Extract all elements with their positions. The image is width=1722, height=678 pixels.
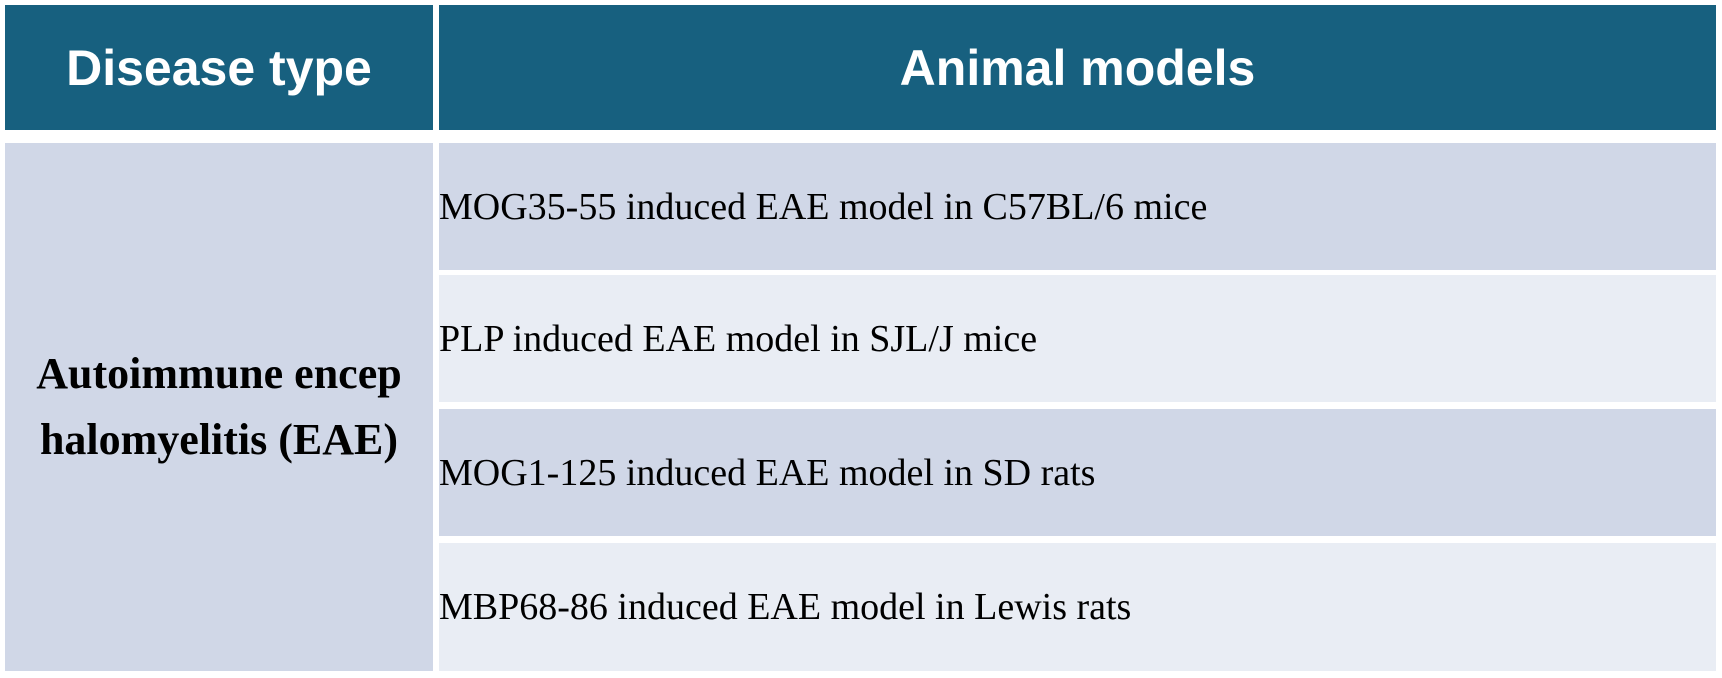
model-text: MBP68-86 induced EAE model in Lewis rats xyxy=(439,586,1132,628)
disease-type-cell: Autoimmune encephalomyelitis (EAE) xyxy=(5,143,433,671)
model-text: PLP induced EAE model in SJL/J mice xyxy=(439,317,1038,360)
header-disease-type: Disease type xyxy=(5,5,433,130)
model-text: MOG35-55 induced EAE model in C57BL/6 mi… xyxy=(439,185,1208,228)
table-row: MOG1-125 induced EAE model in SD rats xyxy=(439,409,1716,536)
model-text: MOG1-125 induced EAE model in SD rats xyxy=(439,451,1096,494)
table-row: PLP induced EAE model in SJL/J mice xyxy=(439,275,1716,402)
table-row: MBP68-86 induced EAE model in Lewis rats xyxy=(439,543,1716,671)
disease-name: Autoimmune encephalomyelitis (EAE) xyxy=(36,349,402,464)
table-row: MOG35-55 induced EAE model in C57BL/6 mi… xyxy=(439,143,1716,270)
header-animal-models: Animal models xyxy=(439,5,1716,130)
